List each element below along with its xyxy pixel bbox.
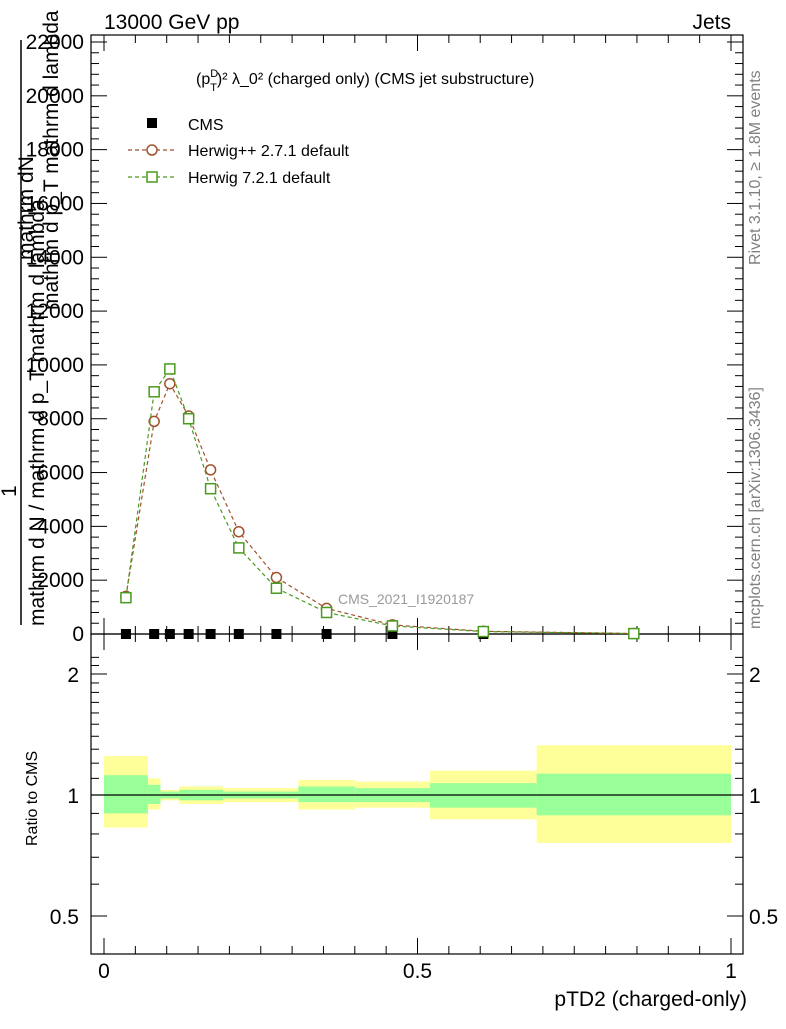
- collision-label: 13000 GeV pp: [104, 11, 239, 34]
- process-label: Jets: [692, 11, 731, 34]
- herwig7-point: [386, 620, 399, 632]
- x-tick-label: 0: [98, 960, 110, 983]
- herwigpp-point: [233, 525, 245, 538]
- y-tick-label: 12000: [26, 300, 84, 323]
- herwigpp-point: [148, 415, 160, 428]
- ratio-y-tick-label-right: 1: [749, 785, 761, 808]
- y-axis-label-numerator: 1: [0, 485, 21, 497]
- ratio-stat-band-0: [104, 775, 148, 814]
- cms-data-point: [321, 629, 332, 639]
- y-tick-label: 2000: [37, 569, 84, 592]
- y-axis-label-denominator: mathrm d N / mathrm d p_T mathrm d lambd…: [26, 199, 49, 626]
- herwig7-point: [182, 412, 195, 425]
- ratio-y-axis-label: Ratio to CMS: [24, 751, 41, 846]
- ratio-error-bands: [104, 745, 731, 843]
- legend-herwig7-label: Herwig 7.2.1 default: [188, 170, 331, 187]
- y-axis-label-top-2: mathrm d p_T mathrm d lambda: [40, 10, 63, 310]
- ratio-axes: 0.5 0.5 1 1 2 2 0 0.5 1: [50, 634, 778, 983]
- y-tick-label: 14000: [26, 246, 84, 269]
- x-tick-label: 0.5: [403, 960, 432, 983]
- cms-data-point: [183, 629, 194, 639]
- x-tick-label: 1: [725, 960, 737, 983]
- cms-data-point: [387, 629, 398, 639]
- y-tick-label: 10000: [26, 354, 84, 377]
- herwig7-point: [628, 627, 640, 640]
- y-tick-label: 4000: [37, 515, 84, 538]
- rivet-label: Rivet 3.1.10, ≥ 1.8M events: [747, 70, 764, 265]
- cms-data-point: [233, 629, 244, 639]
- main-series: [120, 363, 640, 640]
- cms-data-point: [205, 629, 216, 639]
- cms-data-point: [149, 629, 160, 639]
- cms-data-point: [164, 629, 175, 639]
- herwig7-point: [270, 582, 283, 595]
- herwig7-point: [204, 482, 217, 495]
- ratio-y-tick-label-left: 2: [67, 664, 79, 687]
- herwig7-point: [233, 542, 245, 554]
- y-tick-label: 0: [72, 623, 84, 646]
- cms-data-point: [271, 629, 282, 639]
- legend-herwigpp-marker: [146, 144, 158, 156]
- legend-cms-marker: [147, 118, 157, 128]
- ratio-y-tick-label-left: 0.5: [50, 906, 79, 929]
- title-sup: D: [210, 68, 218, 80]
- y-tick-label: 22000: [26, 31, 84, 54]
- title-rest: )² λ_0² (charged only) (CMS jet substruc…: [217, 71, 534, 88]
- ratio-stat-band-5: [298, 786, 355, 803]
- analysis-watermark: CMS_2021_I1920187: [338, 591, 474, 607]
- herwigpp-point: [204, 464, 217, 476]
- legend-cms-label: CMS: [188, 117, 224, 134]
- y-tick-label: 16000: [26, 192, 84, 215]
- herwig7-point: [148, 386, 160, 398]
- y-tick-label: 8000: [37, 408, 84, 431]
- herwig7-point: [164, 363, 176, 375]
- y-tick-label: 18000: [26, 139, 84, 162]
- ratio-y-tick-label-right: 0.5: [749, 906, 778, 929]
- legend-herwigpp-label: Herwig++ 2.7.1 default: [188, 143, 350, 160]
- mcplots-label: mcplots.cern.ch [arXiv:1306.3436]: [747, 387, 764, 629]
- plot-title: (pD T)² λ_0² (charged only) (CMS jet subs…: [196, 68, 534, 94]
- herwigpp-point: [164, 377, 176, 390]
- ratio-stat-band-1: [147, 784, 161, 804]
- herwigpp-point: [270, 571, 283, 584]
- x-axis-label: pTD2 (charged-only): [554, 988, 747, 1011]
- ratio-y-tick-label-right: 2: [749, 664, 761, 687]
- cms-data-point: [120, 629, 131, 639]
- herwig7-point: [477, 625, 490, 638]
- legend: CMS Herwig++ 2.7.1 default Herwig 7.2.1 …: [128, 117, 350, 187]
- herwig7-point: [120, 591, 132, 604]
- herwig7-point: [320, 606, 333, 619]
- ratio-y-tick-label-left: 1: [67, 785, 79, 808]
- legend-herwig7-marker: [146, 171, 158, 183]
- title-sub: T: [210, 82, 217, 94]
- title-p: (p: [196, 71, 210, 88]
- y-tick-label: 20000: [26, 85, 84, 108]
- y-tick-label: 6000: [37, 462, 84, 485]
